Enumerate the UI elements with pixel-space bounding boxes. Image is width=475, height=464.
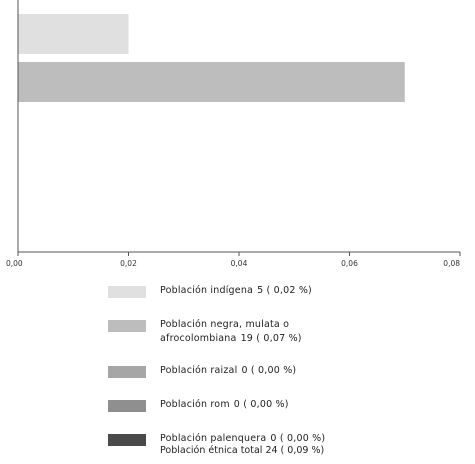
legend-label: Población rom 0 ( 0,00 %) (160, 399, 289, 410)
x-tick-label: 0,00 (6, 259, 23, 268)
x-tick-label: 0,08 (443, 259, 460, 268)
legend-label: Población negra, mulata o afrocolombiana 1… (160, 319, 302, 344)
legend-swatch-indigena (108, 286, 146, 298)
legend-item-raizal: Población raizal 0 ( 0,00 %) (108, 362, 468, 382)
legend-label: Población indígena 5 ( 0,02 %) (160, 285, 312, 296)
legend-label: Población palenquera 0 ( 0,00 %) (160, 433, 326, 444)
bar-chart: 0,00 0,02 0,04 0,06 0,08 (6, 0, 461, 268)
legend-label: Población raizal 0 ( 0,00 %) (160, 365, 297, 376)
legend-total: Población étnica total 24 ( 0,09 %) (160, 445, 325, 456)
bar-2 (18, 62, 405, 102)
legend-item-rom: Población rom 0 ( 0,00 %) (108, 396, 468, 416)
x-tick-label: 0,02 (120, 259, 137, 268)
legend-swatch-palenquera (108, 434, 146, 446)
legend-swatch-afrocolombiana (108, 320, 146, 332)
legend-item-palenquera: Población palenquera 0 ( 0,00 %) (108, 430, 468, 450)
legend-swatch-raizal (108, 366, 146, 378)
legend-swatch-rom (108, 400, 146, 412)
legend-item-afrocolombiana: Población negra, mulata o afrocolombiana 1… (108, 316, 468, 348)
x-tick-label: 0,04 (231, 259, 248, 268)
legend-item-indigena: Población indígena 5 ( 0,02 %) (108, 282, 468, 302)
bar-1 (18, 14, 129, 54)
x-tick-label: 0,06 (341, 259, 358, 268)
legend: Población indígena 5 ( 0,02 %) Población … (108, 282, 468, 464)
